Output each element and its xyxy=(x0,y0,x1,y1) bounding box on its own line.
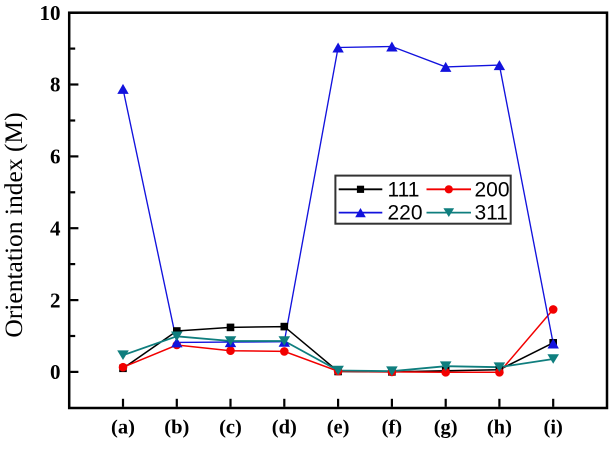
svg-text:(a): (a) xyxy=(111,417,135,439)
svg-text:(g): (g) xyxy=(434,417,458,439)
svg-text:(b): (b) xyxy=(164,417,189,439)
svg-text:(e): (e) xyxy=(327,417,350,439)
svg-text:(i): (i) xyxy=(544,417,563,439)
svg-text:4: 4 xyxy=(50,216,61,240)
svg-text:(f): (f) xyxy=(382,417,402,439)
svg-text:8: 8 xyxy=(50,73,61,97)
svg-text:220: 220 xyxy=(388,202,423,225)
svg-text:(c): (c) xyxy=(219,417,242,439)
svg-text:10: 10 xyxy=(40,1,61,25)
svg-text:(h): (h) xyxy=(487,417,512,439)
svg-text:311: 311 xyxy=(475,202,508,225)
svg-text:2: 2 xyxy=(50,288,61,312)
svg-text:6: 6 xyxy=(50,145,61,169)
svg-text:200: 200 xyxy=(475,178,510,201)
svg-text:0: 0 xyxy=(50,360,61,384)
svg-text:111: 111 xyxy=(388,178,420,201)
svg-text:Orientation index (M): Orientation index (M) xyxy=(0,112,28,337)
svg-text:(d): (d) xyxy=(272,417,297,439)
